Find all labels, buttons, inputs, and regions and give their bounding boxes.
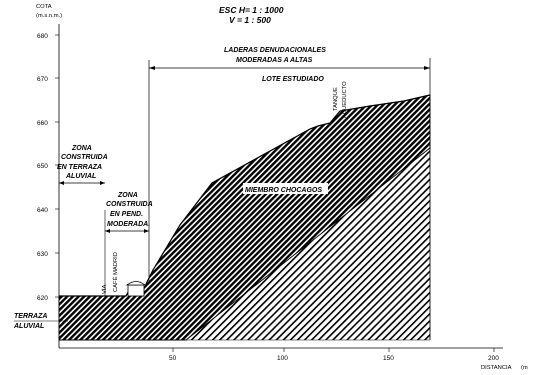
pend-zone-label-3: EN PEND. [110, 211, 143, 218]
aluvial-label-1: TERRAZA [14, 313, 47, 320]
scale-vertical: V = 1 : 500 [229, 15, 271, 25]
y-tick-label: 680 [37, 33, 48, 40]
pend-zone-label-4: MODERADA. [107, 221, 150, 228]
terraza-zone-label-1: ZONA [71, 145, 92, 152]
x-axis-title: DISTANCIA [481, 365, 512, 371]
pend-zone-label-1: ZONA [117, 192, 138, 199]
via-label: VÍA [101, 285, 108, 294]
x-axis-unit: (m [521, 365, 528, 371]
tanque-label-1: TANQUE [333, 87, 339, 111]
y-tick-label: 670 [37, 76, 48, 83]
terraza-zone-label-2: CONSTRUIDA [61, 154, 108, 161]
tanque-label-2: ACUEDUCTO [342, 81, 348, 118]
pend-zone-arrow [105, 229, 149, 233]
laderas-extent-arrow [149, 66, 430, 70]
y-axis-title: COTA [36, 4, 52, 10]
x-tick-label: 50 [169, 355, 177, 362]
y-tick-label: 630 [37, 251, 48, 258]
x-ticks [172, 348, 495, 352]
y-ticks [55, 34, 59, 298]
miembro-label: MIEMBRO CHOCAGOS [245, 187, 322, 194]
y-tick-label: 650 [37, 163, 48, 170]
terraza-zone-label-4: ALUVIAL [65, 173, 96, 180]
cafe-madrid-label: CAFÉ MADRID [112, 252, 119, 292]
x-tick-label: 200 [488, 355, 499, 362]
y-tick-label: 640 [37, 207, 48, 214]
cafe-madrid-building [125, 281, 147, 297]
terraza-zone-label-3: EN TERRAZA [57, 164, 102, 171]
x-tick-label: 100 [277, 355, 288, 362]
laderas-label-2: MODERADAS A ALTAS [236, 57, 313, 64]
terraza-zone-arrow [59, 181, 105, 185]
lote-label: LOTE ESTUDIADO [262, 76, 324, 83]
laderas-label-1: LADERAS DENUDACIONALES [224, 47, 326, 54]
aluvial-label-2: ALUVIAL [13, 323, 44, 330]
pend-zone-label-2: CONSTRUIDA [106, 201, 153, 208]
x-tick-label: 150 [383, 355, 394, 362]
y-tick-label: 620 [37, 295, 48, 302]
miembro-label-bg [243, 183, 328, 194]
y-axis-unit: (m.s.n.m.) [36, 13, 62, 19]
scale-horizontal: ESC H= 1 : 1000 [219, 5, 284, 15]
y-tick-label: 660 [37, 120, 48, 127]
